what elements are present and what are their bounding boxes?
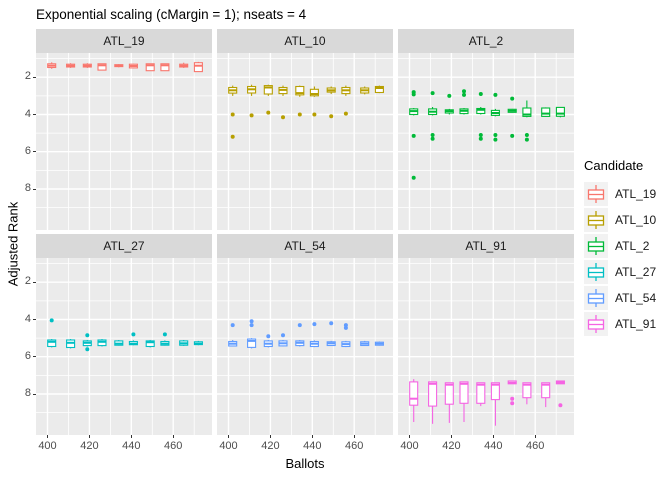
legend-item-ATL_54: ATL_54 [584,285,656,310]
y-tick-label: 8 [24,182,31,194]
x-tick-mark [88,435,90,438]
y-tick-label: 4 [24,107,31,120]
facet-strip-ATL_54: ATL_54 [217,234,393,258]
y-tick-mark [33,281,36,283]
y-tick-mark [33,76,36,78]
legend-items: ATL_19 ATL_10 ATL_2 ATL_27 ATL_54 ATL_91 [584,181,656,336]
legend-item-ATL_10: ATL_10 [584,207,656,232]
facet-panel-ATL_19 [36,53,212,230]
x-tick-label: 440 [122,440,141,452]
facet-strip-ATL_10: ATL_10 [217,29,393,53]
y-tick-label: 8 [24,387,31,399]
legend-item-ATL_19: ATL_19 [584,181,656,206]
legend-key-boxplot-icon [584,311,608,336]
legend-key-boxplot-icon [584,259,608,284]
facet-panel-ATL_10 [217,53,393,230]
legend-item-ATL_91: ATL_91 [584,311,656,336]
x-tick-label: 460 [345,440,364,452]
x-tick-mark [311,435,313,438]
x-tick-mark [534,435,536,438]
x-tick-label: 400 [38,440,57,452]
y-tick-label: 2 [24,70,31,83]
boxplot-svg-ATL_54 [217,258,393,435]
facet-panel-ATL_54 [217,258,393,435]
y-tick-label: 6 [24,349,31,362]
y-axis-title: Adjusted Rank [5,201,21,287]
legend-item-ATL_2: ATL_2 [584,233,656,258]
legend-key-boxplot-icon [584,207,608,232]
legend-item-ATL_27: ATL_27 [584,259,656,284]
legend: Candidate ATL_19 ATL_10 ATL_2 ATL_27 ATL… [584,158,656,337]
x-tick-label: 420 [261,440,280,452]
y-tick-mark [33,114,36,115]
boxplot-svg-ATL_10 [217,53,393,230]
facet-panel-ATL_27 [36,258,212,435]
y-tick-label: 2 [24,275,31,288]
legend-key-boxplot-icon [584,285,608,310]
facet-strip-ATL_19: ATL_19 [36,29,212,53]
x-tick-mark [269,435,271,438]
legend-title: Candidate [584,158,644,173]
facet-strip-ATL_27: ATL_27 [36,234,212,258]
x-tick-mark [492,435,494,438]
x-tick-label: 400 [400,440,419,452]
y-tick-label: 4 [24,312,31,325]
y-tick-mark [33,188,36,190]
x-axis-title: Ballots [285,456,325,471]
x-tick-mark [450,435,452,438]
x-tick-label: 440 [484,440,503,452]
x-tick-label: 400 [219,440,238,452]
boxplot-svg-ATL_27 [36,258,212,435]
x-tick-mark [130,435,132,438]
legend-key-boxplot-icon [584,233,608,258]
x-tick-label: 420 [80,440,99,452]
legend-label: ATL_54 [615,290,657,305]
y-tick-label: 6 [24,144,31,157]
facet-strip-ATL_2: ATL_2 [398,29,574,53]
x-tick-label: 460 [526,440,545,452]
legend-key-boxplot-icon [584,181,608,206]
facet-strip-ATL_91: ATL_91 [398,234,574,258]
y-tick-mark [33,151,36,153]
facet-panel-ATL_2 [398,53,574,230]
legend-label: ATL_27 [615,264,657,279]
plot-title: Exponential scaling (cMargin = 1); nseat… [36,7,307,22]
legend-label: ATL_2 [615,238,650,253]
y-tick-mark [33,393,36,395]
x-tick-mark [353,435,355,438]
legend-label: ATL_10 [615,212,657,227]
legend-label: ATL_19 [615,186,657,201]
x-tick-mark [409,435,410,438]
x-tick-mark [172,435,174,438]
legend-label: ATL_91 [615,316,657,331]
x-tick-label: 440 [303,440,322,452]
y-tick-mark [33,319,36,320]
boxplot-svg-ATL_19 [36,53,212,230]
boxplot-svg-ATL_91 [398,258,574,435]
x-tick-mark [47,435,48,438]
boxplot-svg-ATL_2 [398,53,574,230]
x-tick-mark [228,435,229,438]
x-tick-label: 420 [442,440,461,452]
y-tick-mark [33,356,36,358]
facet-panel-ATL_91 [398,258,574,435]
x-tick-label: 460 [164,440,183,452]
